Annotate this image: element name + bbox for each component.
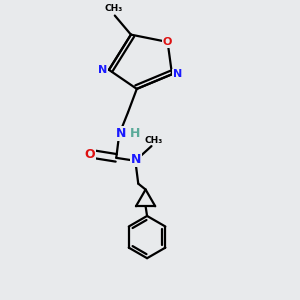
Text: H: H [130,127,140,140]
Text: O: O [84,148,95,161]
Text: N: N [173,69,182,79]
Text: O: O [163,37,172,47]
Text: O: O [163,36,172,46]
Text: N: N [98,65,108,75]
Text: CH₃: CH₃ [104,4,122,13]
Text: N: N [173,69,182,79]
Text: N: N [98,64,108,74]
Text: N: N [116,127,127,140]
Text: CH₃: CH₃ [145,136,163,145]
Text: N: N [131,153,141,166]
